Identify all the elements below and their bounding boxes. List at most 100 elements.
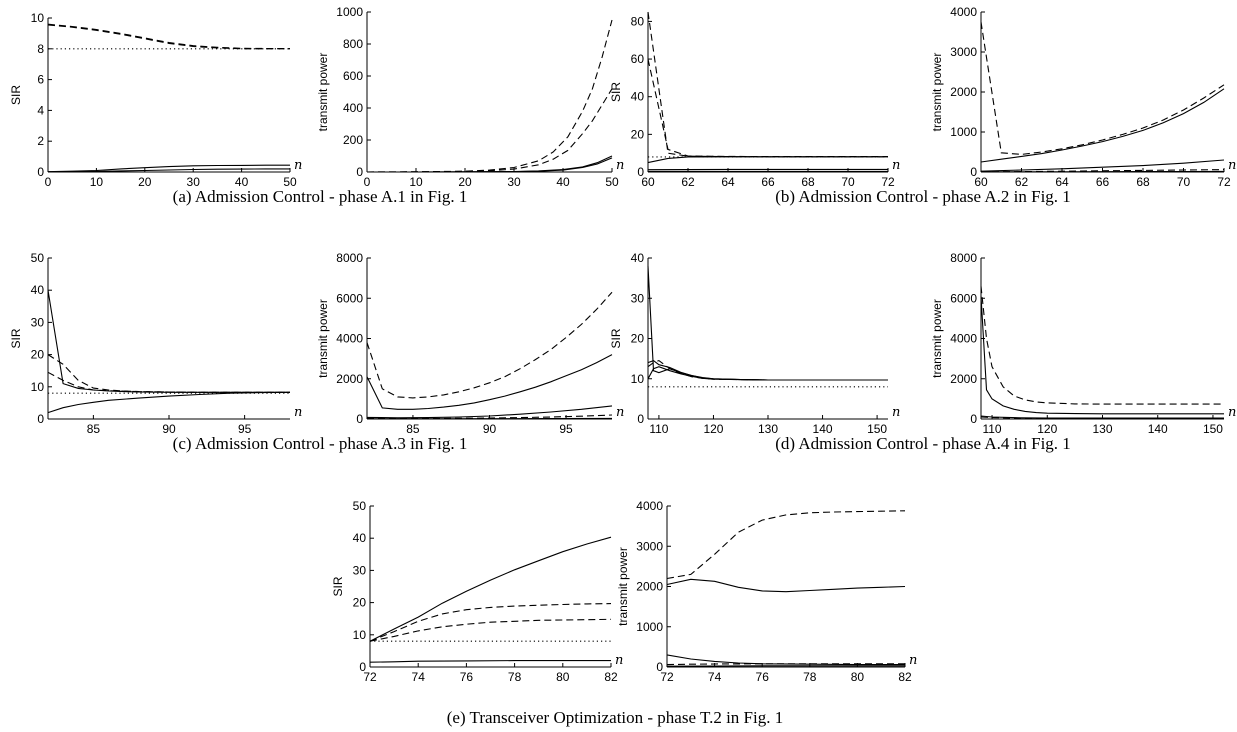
chart-e-pow: 72 74 76 78 80 82 0 1000 2000 3000 4000 transmit po… [616,499,917,684]
x-tick-label: 30 [507,175,521,189]
y-tick-label: 0 [637,412,644,426]
x-axis-marker: n [294,158,302,173]
x-tick-label: 10 [409,175,423,189]
y-tick-label: 4000 [336,332,363,346]
y-tick-label: 8 [37,42,44,56]
x-tick-label: 72 [881,175,895,189]
y-tick-label: 30 [631,291,645,305]
series-line-solid [647,266,888,381]
y-tick-label: 4000 [636,499,663,513]
x-tick-label: 74 [708,670,722,684]
series-line-dashed [47,354,290,393]
y-tick-label: 40 [31,283,45,297]
x-tick-label: 90 [483,422,497,436]
series-line-solid [666,578,906,593]
x-tick-label: 60 [974,175,988,189]
x-tick-label: 120 [703,422,723,436]
series-line-dashed [647,359,888,381]
y-axis-label: SIR [609,82,623,102]
y-tick-label: 20 [31,348,45,362]
x-tick-label: 140 [1148,422,1168,436]
x-tick-label: 150 [867,422,887,436]
x-tick-label: 10 [90,175,104,189]
y-tick-label: 4 [37,103,44,117]
series-line-dashed [369,603,612,642]
y-tick-label: 1000 [336,5,363,19]
y-tick-label: 10 [31,11,45,25]
x-tick-label: 82 [898,670,912,684]
series-line-dashed [366,414,613,420]
y-tick-label: 0 [356,412,363,426]
x-tick-label: 50 [283,175,297,189]
series-line-dashed [666,663,905,666]
series-line-dashed [666,510,906,580]
series-line-solid [47,168,290,173]
series-line-solid [366,405,613,419]
y-tick-label: 8000 [950,251,977,265]
chart-b-sir: 60 62 64 66 68 70 72 0 20 40 60 80 SIR n [609,11,900,189]
x-tick-label: 30 [187,175,201,189]
x-tick-label: 80 [556,670,570,684]
series-line-solid [47,290,290,393]
y-tick-label: 0 [359,660,366,674]
series-line-solid [647,359,888,381]
y-tick-label: 2000 [336,372,363,386]
y-tick-label: 0 [37,412,44,426]
series-line-dashed [47,371,290,393]
y-tick-label: 0 [970,165,977,179]
series-line-solid [980,296,1224,415]
x-tick-label: 72 [363,670,377,684]
chart-a-sir: 0 10 20 30 40 50 0 2 4 6 8 10 SIR n [9,11,302,189]
y-tick-label: 3000 [636,539,663,553]
series-line-dashed [47,24,290,50]
x-tick-label: 76 [460,670,474,684]
y-tick-label: 0 [37,165,44,179]
y-tick-label: 2000 [636,580,663,594]
y-tick-label: 6 [37,73,44,87]
x-tick-label: 72 [1217,175,1231,189]
y-tick-label: 6000 [950,291,977,305]
y-tick-label: 50 [31,251,45,265]
y-axis-label: SIR [609,328,623,348]
y-tick-label: 4000 [950,5,977,19]
x-tick-label: 64 [1055,175,1069,189]
series-line-dashed [366,291,613,399]
y-tick-label: 6000 [336,291,363,305]
x-tick-label: 80 [851,670,865,684]
y-tick-label: 80 [631,14,645,28]
x-axis-marker: n [909,653,917,668]
series-line-dashed [647,58,888,158]
x-tick-label: 78 [508,670,522,684]
series-line-solid [369,660,611,663]
series-line-solid [980,159,1225,172]
y-tick-label: 2 [37,134,44,148]
y-tick-label: 0 [637,165,644,179]
chart-b-pow: 60 62 64 66 68 70 72 0 1000 2000 3000 4000 transmit … [930,5,1236,189]
x-tick-label: 70 [841,175,855,189]
y-tick-label: 8000 [336,251,363,265]
y-tick-label: 2000 [950,372,977,386]
y-axis-label: transmit power [616,547,630,626]
series-line-dashed [980,416,1224,419]
x-axis-marker: n [1228,158,1236,173]
caption-a: (a) Admission Control - phase A.1 in Fig… [173,187,468,206]
x-axis-marker: n [616,405,624,420]
x-tick-label: 66 [1096,175,1110,189]
series-line-solid [369,536,612,642]
chart-a-pow: 0 10 20 30 40 50 0 200 400 600 800 1000 transmit pow… [316,5,624,189]
x-axis-marker: n [616,158,624,173]
x-tick-label: 68 [1136,175,1150,189]
y-tick-label: 0 [356,165,363,179]
x-tick-label: 70 [1177,175,1191,189]
x-tick-label: 72 [660,670,674,684]
series-line-dashed [366,19,613,173]
y-tick-label: 20 [353,596,367,610]
x-tick-label: 0 [45,175,52,189]
y-axis-label: transmit power [316,299,330,378]
chart-d-sir: 110 120 130 140 150 0 10 20 30 40 SIR n [609,251,900,436]
y-tick-label: 1000 [636,620,663,634]
x-tick-label: 85 [406,422,420,436]
y-tick-label: 20 [631,332,645,346]
